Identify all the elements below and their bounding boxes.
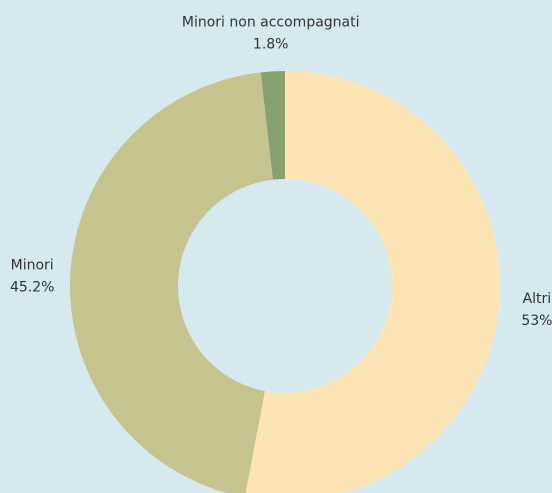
- slice-value-label: 1.8%: [253, 36, 289, 52]
- slice-label: Minori: [11, 257, 54, 273]
- donut-slice: [245, 71, 500, 493]
- donut-slice: [70, 72, 273, 493]
- slice-label: Altri: [523, 291, 552, 307]
- slice-value-label: 45.2%: [10, 279, 54, 295]
- slice-value-label: 53%: [521, 313, 552, 329]
- slice-label: Minori non accompagnati: [182, 14, 360, 30]
- donut-slice: [260, 71, 285, 180]
